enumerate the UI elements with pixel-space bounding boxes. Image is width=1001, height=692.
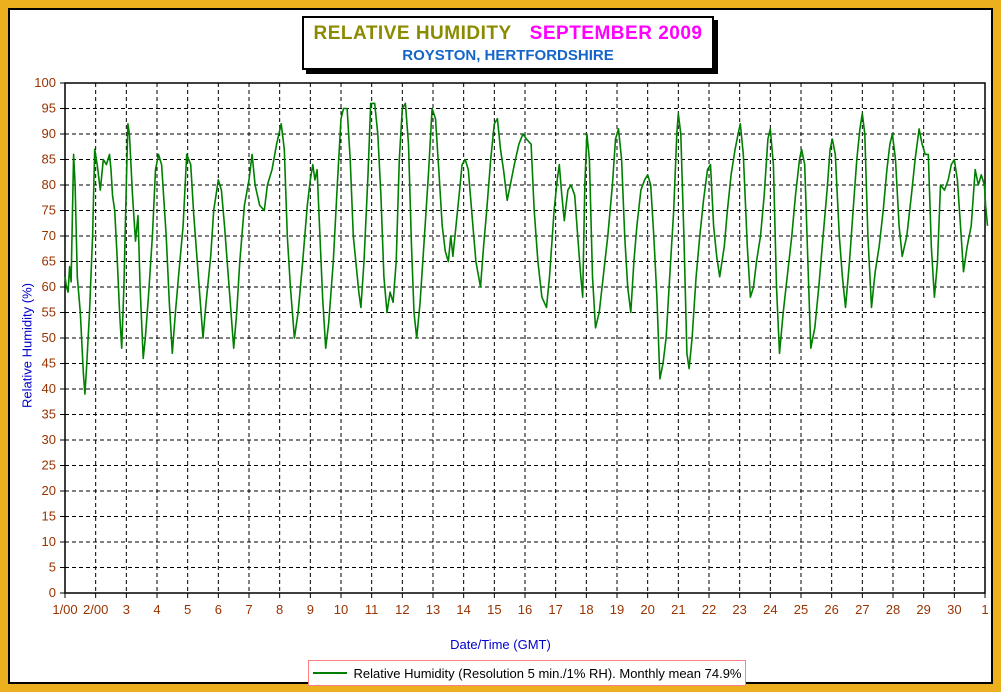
y-tick-label: 10 (42, 534, 56, 549)
y-tick-label: 65 (42, 254, 56, 269)
x-tick-label: 5 (184, 602, 191, 617)
y-tick-label: 95 (42, 101, 56, 116)
x-tick-label: 20 (640, 602, 654, 617)
x-tick-label: 29 (916, 602, 930, 617)
y-tick-label: 30 (42, 432, 56, 447)
x-tick-label: 27 (855, 602, 869, 617)
x-tick-label: 10 (334, 602, 348, 617)
chart-location: ROYSTON, HERTFORDSHIRE (402, 47, 614, 64)
y-tick-label: 70 (42, 228, 56, 243)
x-tick-label: 2/00 (83, 602, 108, 617)
x-tick-label: 13 (426, 602, 440, 617)
plot-border (64, 82, 986, 594)
title-box: RELATIVE HUMIDITY SEPTEMBER 2009 ROYSTON,… (302, 16, 714, 70)
y-tick-label: 90 (42, 126, 56, 141)
y-tick-label: 20 (42, 483, 56, 498)
x-tick-label: 24 (763, 602, 777, 617)
x-tick-label: 8 (276, 602, 283, 617)
x-tick-label: 22 (702, 602, 716, 617)
y-tick-label: 25 (42, 458, 56, 473)
y-tick-label: 80 (42, 177, 56, 192)
x-axis-title: Date/Time (GMT) (450, 637, 551, 652)
y-tick-label: 45 (42, 356, 56, 371)
x-tick-label: 1/00 (52, 602, 77, 617)
y-tick-label: 15 (42, 509, 56, 524)
x-tick-label: 3 (123, 602, 130, 617)
legend-box: Relative Humidity (Resolution 5 min./1% … (308, 660, 746, 686)
y-tick-label: 0 (49, 585, 56, 600)
x-tick-label: 15 (487, 602, 501, 617)
x-tick-label: 9 (307, 602, 314, 617)
y-tick-label: 35 (42, 407, 56, 422)
y-tick-label: 50 (42, 330, 56, 345)
x-tick-label: 19 (610, 602, 624, 617)
y-tick-label: 75 (42, 203, 56, 218)
y-tick-label: 5 (49, 560, 56, 575)
x-tick-label: 26 (824, 602, 838, 617)
x-tick-label: 14 (456, 602, 470, 617)
x-tick-label: 30 (947, 602, 961, 617)
y-tick-label: 40 (42, 381, 56, 396)
chart-canvas: RELATIVE HUMIDITY SEPTEMBER 2009 ROYSTON,… (8, 8, 993, 686)
x-tick-label: 1 (981, 602, 988, 617)
chart-period: SEPTEMBER 2009 (529, 23, 703, 44)
x-tick-label: 23 (732, 602, 746, 617)
y-tick-label: 100 (34, 75, 56, 90)
legend-line-icon (312, 672, 347, 674)
title-line: RELATIVE HUMIDITY SEPTEMBER 2009 (308, 23, 708, 45)
x-tick-label: 12 (395, 602, 409, 617)
x-tick-label: 28 (886, 602, 900, 617)
x-tick-label: 16 (518, 602, 532, 617)
y-tick-label: 85 (42, 152, 56, 167)
x-tick-label: 17 (548, 602, 562, 617)
y-tick-label: 55 (42, 305, 56, 320)
x-tick-label: 6 (215, 602, 222, 617)
chart-title: RELATIVE HUMIDITY (313, 23, 512, 44)
x-tick-label: 25 (794, 602, 808, 617)
humidity-chart: 0510152025303540455055606570758085909510… (34, 75, 989, 617)
x-tick-label: 4 (153, 602, 160, 617)
x-tick-label: 18 (579, 602, 593, 617)
y-axis-title: Relative Humidity (%) (19, 283, 35, 408)
x-tick-label: 7 (245, 602, 252, 617)
legend-text: Relative Humidity (Resolution 5 min./1% … (353, 665, 742, 681)
y-tick-label: 60 (42, 279, 56, 294)
humidity-line (64, 102, 989, 395)
x-tick-label: 21 (671, 602, 685, 617)
x-tick-label: 11 (365, 602, 379, 617)
